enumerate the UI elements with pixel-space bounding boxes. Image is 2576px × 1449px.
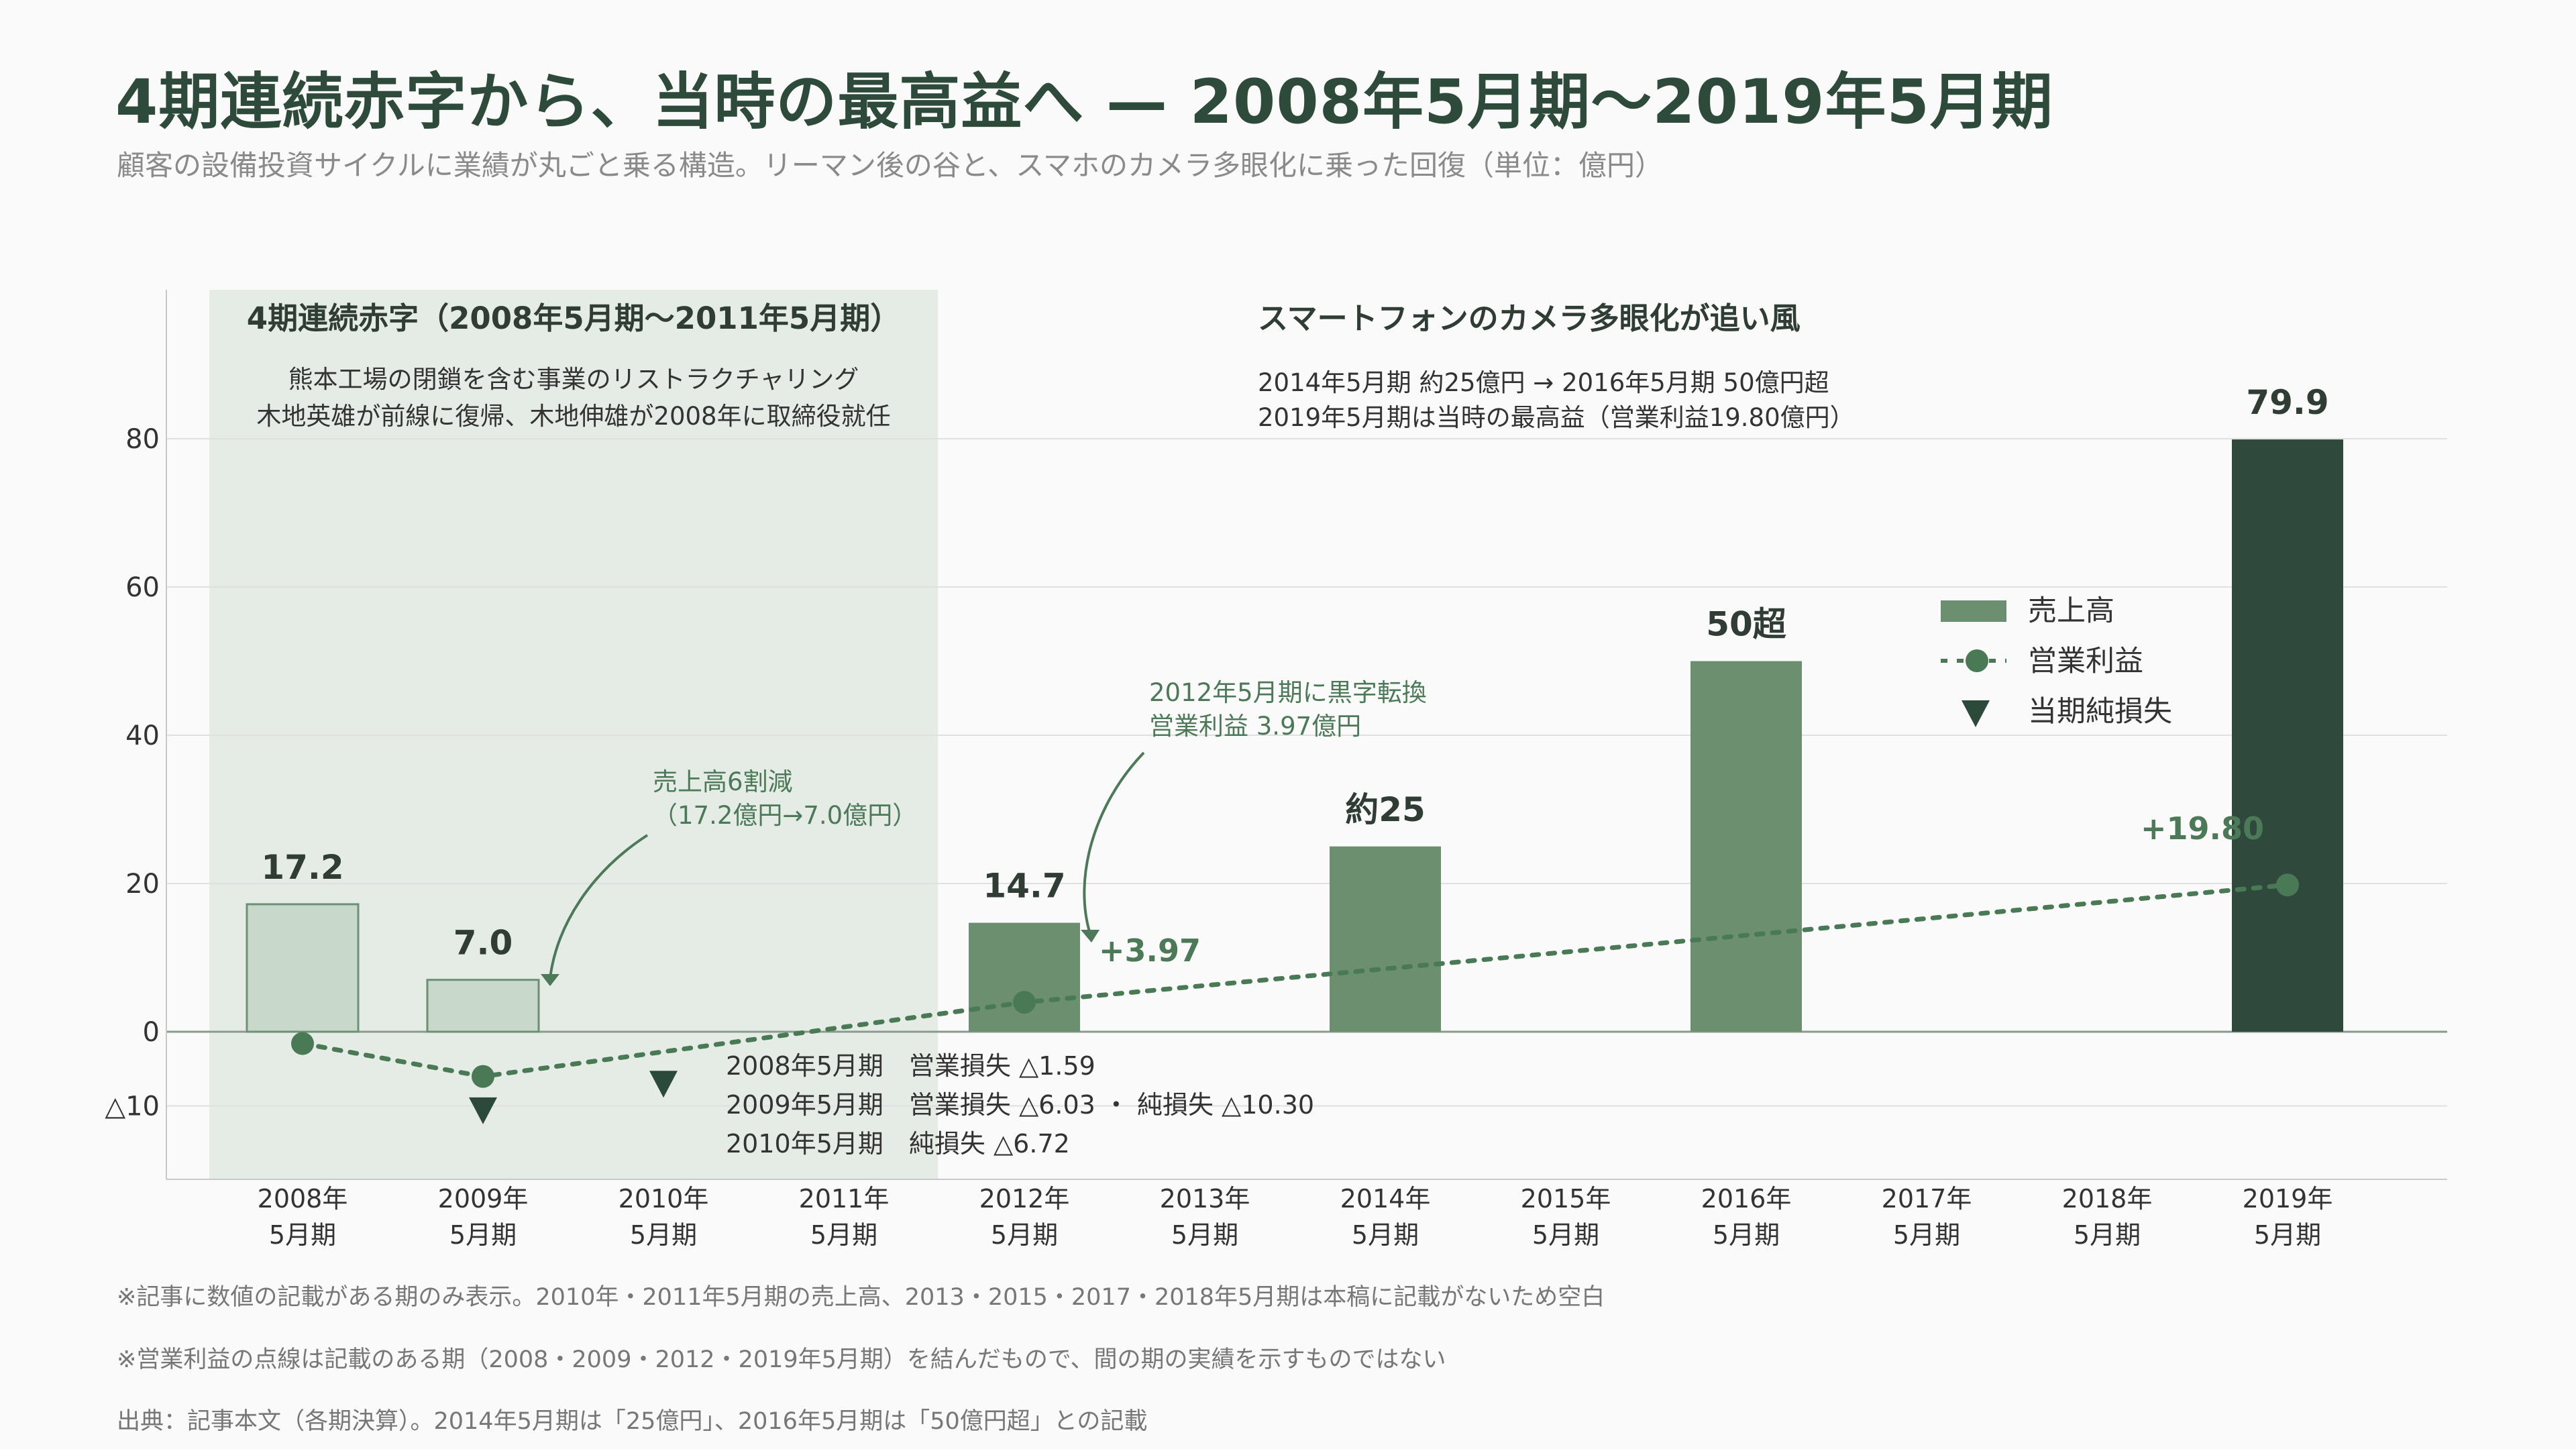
bar-value-label: 約25 [1345, 790, 1426, 829]
x-tick-label: 5月期 [1171, 1220, 1238, 1250]
bar-sales [1330, 846, 1441, 1032]
bar-value-label: 7.0 [453, 924, 513, 963]
x-tick-label: 2017年 [1882, 1184, 1972, 1214]
annotation-sales-drop: 売上高6割減 [653, 767, 793, 796]
operating-profit-line [300, 882, 2290, 1079]
x-tick-label: 2010年 [619, 1184, 709, 1214]
y-tick-label: 20 [125, 869, 160, 900]
loss-period-title: 4期連続赤字（2008年5月期〜2011年5月期） [247, 301, 900, 336]
annotation-sales-drop: （17.2億円→7.0億円） [653, 801, 917, 830]
bar-value-label: 17.2 [261, 848, 343, 887]
x-tick-label: 5月期 [2074, 1220, 2141, 1250]
x-tick-label: 5月期 [269, 1220, 336, 1250]
loss-period-note: 木地英雄が前線に復帰、木地伸雄が2008年に取締役就任 [256, 402, 890, 431]
x-tick-label: 2018年 [2062, 1184, 2153, 1214]
x-tick-label: 5月期 [991, 1220, 1058, 1250]
annotation-arrowhead [541, 974, 559, 986]
operating-profit-label: +3.97 [1099, 932, 1201, 969]
x-tick-label: 5月期 [449, 1220, 517, 1250]
source-note: 出典：記事本文（各期決算）。2014年5月期は「25億円」、2016年5月期は「… [117, 1408, 1148, 1435]
x-tick-label: 2008年 [258, 1184, 348, 1214]
y-tick-label: 80 [125, 424, 160, 455]
operating-profit-point [291, 1032, 314, 1055]
y-tick-label: 40 [125, 720, 160, 751]
x-tick-label: 2012年 [979, 1184, 1070, 1214]
legend-swatch-profit-point [1966, 649, 1988, 672]
legend-swatch-sales [1941, 600, 2006, 622]
operating-profit-point [472, 1065, 494, 1088]
legend-swatch-loss [1962, 700, 1990, 727]
net-loss-marker [469, 1097, 497, 1124]
x-tick-label: 5月期 [630, 1220, 697, 1250]
operating-profit-point [2276, 873, 2299, 897]
x-tick-label: 5月期 [1713, 1220, 1780, 1250]
x-tick-label: 2013年 [1160, 1184, 1250, 1214]
x-tick-label: 2019年 [2243, 1184, 2333, 1214]
legend-label: 営業利益 [2028, 645, 2143, 678]
tailwind-note: 2019年5月期は当時の最高益（営業利益19.80億円） [1258, 403, 1855, 432]
y-tick-label: 60 [125, 572, 160, 603]
x-tick-label: 2014年 [1340, 1184, 1431, 1214]
operating-profit-point [1013, 991, 1036, 1014]
x-tick-label: 5月期 [1893, 1220, 1960, 1250]
annotation-turnaround: 営業利益 3.97億円 [1149, 712, 1361, 741]
x-tick-label: 5月期 [810, 1220, 877, 1250]
legend-label: 売上高 [2028, 594, 2114, 628]
x-tick-label: 2015年 [1521, 1184, 1611, 1214]
bar-sales [426, 979, 540, 1033]
operating-profit-label: +19.80 [2141, 810, 2264, 847]
footnote-2: ※営業利益の点線は記載のある期（2008・2009・2012・2019年5月期）… [117, 1346, 1446, 1373]
y-tick-label: 0 [143, 1017, 160, 1048]
x-tick-label: 5月期 [1352, 1220, 1419, 1250]
bar-sales [969, 922, 1080, 1032]
footnote-1: ※記事に数値の記載がある期のみ表示。2010年・2011年5月期の売上高、201… [117, 1284, 1605, 1311]
annotation-arrow [1083, 751, 1145, 934]
bar-sales [1690, 661, 1802, 1032]
page-subtitle: 顧客の設備投資サイクルに業績が丸ごと乗る構造。リーマン後の谷と、スマホのカメラ多… [117, 149, 1663, 182]
annotation-turnaround: 2012年5月期に黒字転換 [1149, 678, 1427, 707]
tailwind-note: 2014年5月期 約25億円 → 2016年5月期 50億円超 [1258, 368, 1829, 397]
x-tick-label: 2009年 [438, 1184, 529, 1214]
annotation-loss-detail: 2008年5月期 営業損失 △1.59 [726, 1051, 1095, 1081]
annotation-loss-detail: 2010年5月期 純損失 △6.72 [726, 1129, 1070, 1159]
x-tick-label: 5月期 [2254, 1220, 2321, 1250]
annotation-loss-detail: 2009年5月期 営業損失 △6.03 ・ 純損失 △10.30 [726, 1090, 1314, 1120]
loss-period-note: 熊本工場の閉鎖を含む事業のリストラクチャリング [288, 365, 859, 394]
y-tick-label: △10 [105, 1091, 160, 1122]
bar-value-label: 14.7 [983, 867, 1065, 906]
x-tick-label: 2016年 [1701, 1184, 1792, 1214]
legend-label: 当期純損失 [2028, 695, 2172, 729]
tailwind-title: スマートフォンのカメラ多眼化が追い風 [1258, 301, 1801, 336]
annotation-arrowhead [1081, 930, 1099, 943]
x-tick-label: 2011年 [799, 1184, 890, 1214]
x-tick-label: 5月期 [1532, 1220, 1599, 1250]
annotation-arrow [549, 834, 649, 979]
bar-value-label: 79.9 [2246, 383, 2328, 422]
page-title: 4期連続赤字から、当時の最高益へ — 2008年5月期〜2019年5月期 [115, 67, 2053, 138]
bar-sales [2232, 439, 2343, 1032]
net-loss-marker [649, 1071, 678, 1098]
bar-sales [246, 903, 360, 1033]
bar-value-label: 50超 [1706, 605, 1787, 644]
